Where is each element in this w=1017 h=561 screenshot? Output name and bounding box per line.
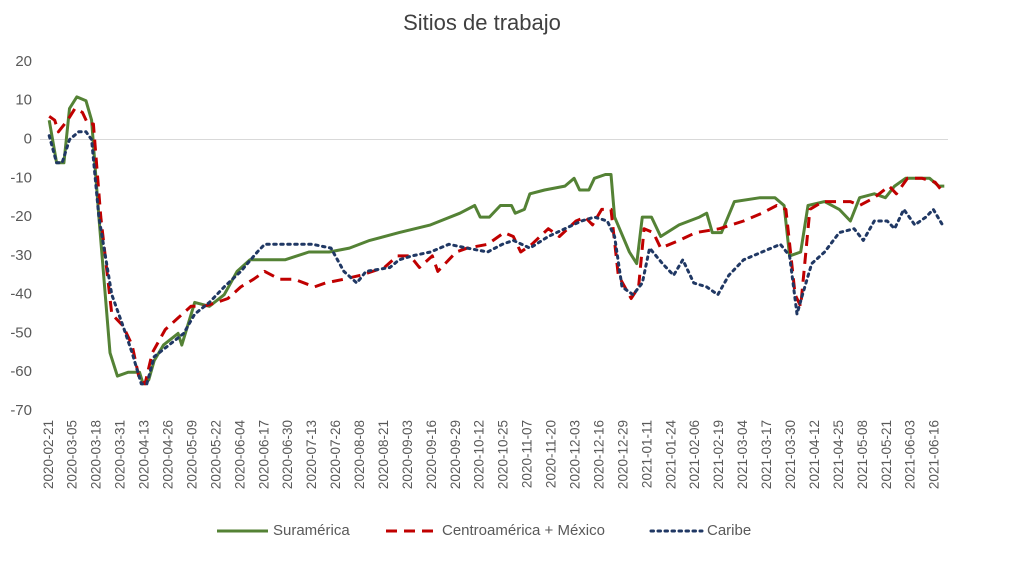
- x-tick-label: 2021-01-24: [663, 420, 678, 490]
- x-tick-label: 2020-08-21: [376, 420, 391, 489]
- x-tick-label: 2020-11-07: [520, 420, 535, 488]
- chart-title: Sitios de trabajo: [403, 10, 561, 35]
- x-tick-label: 2020-06-17: [256, 420, 271, 489]
- x-tick-label: 2021-02-06: [687, 420, 702, 489]
- x-tick-label: 2020-09-03: [400, 420, 415, 489]
- x-tick-label: 2020-03-31: [113, 420, 128, 489]
- x-tick-label: 2021-06-16: [927, 420, 942, 489]
- y-tick-label: -30: [10, 247, 32, 264]
- series-line: [48, 107, 946, 386]
- x-tick-label: 2020-03-18: [89, 420, 104, 489]
- y-tick-label: -20: [10, 208, 32, 225]
- x-tick-label: 2021-05-08: [855, 420, 870, 489]
- x-tick-label: 2021-06-03: [903, 420, 918, 489]
- x-tick-label: 2020-04-13: [137, 420, 152, 489]
- x-tick-label: 2020-10-25: [496, 420, 511, 489]
- x-tick-label: 2020-05-09: [184, 420, 199, 489]
- x-tick-label: 2020-09-29: [448, 420, 463, 489]
- legend-label: Caribe: [707, 522, 751, 539]
- series-line: [47, 130, 944, 386]
- x-tick-label: 2021-04-12: [807, 420, 822, 489]
- x-tick-label: 2020-09-16: [424, 420, 439, 489]
- x-tick-label: 2020-06-04: [232, 420, 247, 490]
- x-tick-label: 2020-05-22: [208, 420, 223, 489]
- x-tick-label: 2020-11-20: [544, 420, 559, 488]
- x-tick-label: 2020-02-21: [41, 420, 56, 489]
- x-tick-label: 2020-03-05: [65, 420, 80, 489]
- x-tick-label: 2020-08-08: [352, 420, 367, 489]
- x-tick-label: 2020-10-12: [472, 420, 487, 489]
- y-tick-label: -10: [10, 169, 32, 186]
- x-tick-label: 2020-04-26: [160, 420, 175, 489]
- x-tick-label: 2021-04-25: [831, 420, 846, 489]
- x-tick-label: 2020-12-16: [591, 420, 606, 489]
- legend-label: Suramérica: [273, 522, 350, 539]
- y-tick-label: 0: [24, 131, 32, 148]
- x-tick-label: 2020-12-29: [615, 420, 630, 489]
- legend-label: Centroamérica + México: [442, 522, 605, 539]
- y-tick-label: -50: [10, 324, 32, 341]
- x-tick-label: 2021-02-19: [711, 420, 726, 489]
- x-tick-label: 2021-03-30: [783, 420, 798, 489]
- x-tick-label: 2021-05-21: [879, 420, 894, 489]
- x-tick-label: 2020-12-03: [568, 420, 583, 489]
- x-tick-label: 2020-07-13: [304, 420, 319, 489]
- y-tick-label: -70: [10, 402, 32, 419]
- y-tick-label: -40: [10, 286, 32, 303]
- x-tick-label: 2021-03-17: [759, 420, 774, 489]
- y-tick-label: 20: [15, 53, 32, 70]
- x-tick-label: 2020-06-30: [280, 420, 295, 489]
- y-tick-label: 10: [15, 92, 32, 109]
- x-tick-label: 2021-01-11: [639, 420, 654, 488]
- x-tick-label: 2021-03-04: [735, 420, 750, 490]
- x-tick-label: 2020-07-26: [328, 420, 343, 489]
- y-tick-label: -60: [10, 363, 32, 380]
